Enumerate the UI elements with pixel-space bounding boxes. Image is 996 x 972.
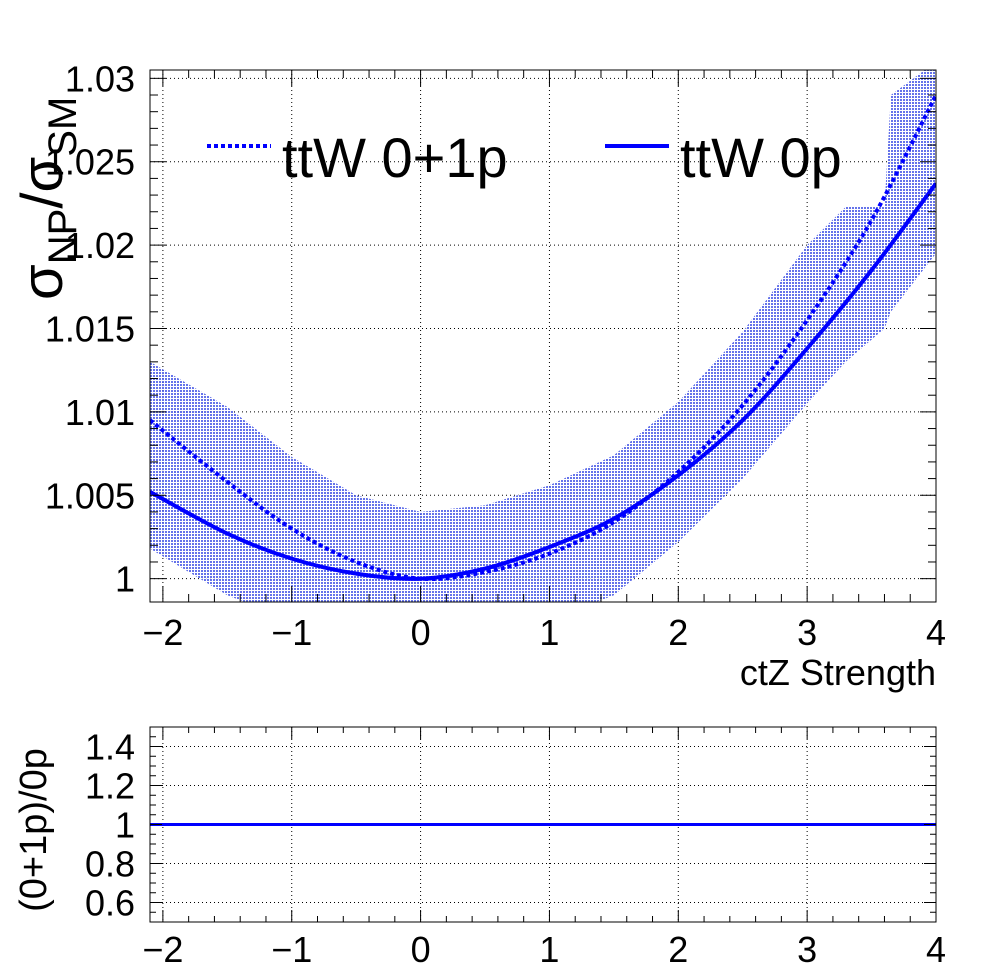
main-plot-panel: −2 −1 0 1 2 3 4 1 1.005 1.01 1.015 1.02 1.025 1.03 t…	[10, 58, 946, 693]
ratio-x-tick-label: 3	[797, 929, 817, 970]
legend-label-0p1p: ttW 0+1p	[282, 126, 508, 189]
main-x-tick-label: 1	[539, 612, 559, 653]
series-line-1	[150, 182, 936, 581]
legend: ttW 0+1p ttW 0p	[207, 126, 842, 189]
ratio-y-tick-label: 1.2	[85, 766, 135, 807]
main-ticks	[150, 70, 937, 602]
main-y-tick-labels: 1 1.005 1.01 1.015 1.02 1.025 1.03	[45, 58, 135, 599]
main-series-lines	[150, 94, 936, 582]
ratio-x-tick-label: 2	[668, 929, 688, 970]
ratio-x-tick-label: 0	[411, 929, 431, 970]
ratio-x-tick-label: −1	[271, 929, 312, 970]
y-title-slash: /	[10, 192, 75, 209]
main-y-tick-label: 1	[115, 559, 135, 600]
ratio-ticks	[150, 726, 937, 923]
ratio-plot-panel: −2 −1 0 1 2 3 4 0.60.811.21.4 (0+1p)/0p	[13, 726, 946, 970]
ratio-y-tick-label: 0.6	[85, 883, 135, 924]
ratio-y-tick-label: 0.8	[85, 844, 135, 885]
main-y-tick-label: 1.03	[65, 58, 135, 99]
ratio-x-tick-label: 1	[539, 929, 559, 970]
main-x-tick-labels: −2 −1 0 1 2 3 4	[142, 612, 946, 653]
main-y-tick-label: 1.01	[65, 392, 135, 433]
main-x-tick-label: 4	[926, 612, 946, 653]
main-x-tick-label: 2	[668, 612, 688, 653]
uncertainty-band	[150, 70, 936, 602]
y-axis-title: σNP/σSM	[10, 97, 85, 300]
ratio-x-tick-label: 4	[926, 929, 946, 970]
main-x-tick-label: 0	[411, 612, 431, 653]
main-y-tick-label: 1.025	[45, 142, 135, 183]
main-y-tick-label: 1.02	[65, 225, 135, 266]
uncertainty-band-area	[150, 70, 936, 602]
main-y-tick-label: 1.005	[45, 475, 135, 516]
main-y-tick-label: 1.015	[45, 308, 135, 349]
y-title-sub-sm: SM	[41, 97, 85, 157]
ratio-x-tick-label: −2	[142, 929, 183, 970]
main-x-tick-label: −2	[142, 612, 183, 653]
ratio-y-axis-title: (0+1p)/0p	[13, 748, 55, 912]
y-title-sub-np: NP	[41, 209, 85, 265]
main-x-tick-label: −1	[271, 612, 312, 653]
ratio-y-tick-labels: 0.60.811.21.4	[85, 727, 135, 924]
y-title-sigma-np: σ	[10, 264, 75, 300]
x-axis-title: ctZ Strength	[740, 652, 936, 693]
main-x-tick-label: 3	[797, 612, 817, 653]
ratio-y-tick-label: 1	[115, 805, 135, 846]
ratio-x-tick-labels: −2 −1 0 1 2 3 4	[142, 929, 946, 970]
series-line-0	[150, 94, 936, 582]
y-title-sigma-sm: σ	[10, 157, 75, 193]
ratio-y-tick-label: 1.4	[85, 727, 135, 768]
svg-text:σNP/σSM: σNP/σSM	[10, 97, 85, 300]
main-frame	[149, 69, 937, 603]
legend-label-0p: ttW 0p	[680, 126, 842, 189]
